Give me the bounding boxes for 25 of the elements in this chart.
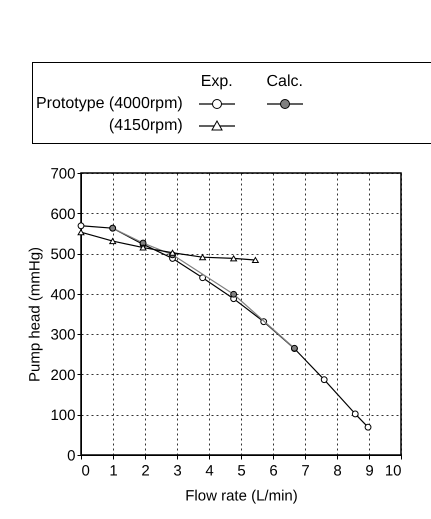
- x-tick-label: 8: [333, 462, 342, 480]
- x-tick-label: 7: [301, 462, 310, 480]
- x-tick-label: 5: [237, 462, 246, 480]
- y-tick-label: 600: [50, 206, 76, 223]
- legend-label: Prototype (4000rpm): [36, 94, 183, 114]
- x-tick-label: 10: [384, 462, 402, 480]
- x-tick-label: 6: [269, 462, 278, 480]
- y-tick-label: 200: [50, 366, 76, 384]
- x-tick-label: 4: [205, 462, 214, 480]
- x-tick-label: 0: [82, 462, 90, 480]
- x-axis-title: Flow rate (L/min): [185, 488, 298, 504]
- y-tick-label: 0: [67, 448, 76, 464]
- legend-label: (4150rpm): [108, 116, 183, 136]
- text: Exp.: [200, 72, 234, 92]
- y-tick-label: 100: [50, 407, 76, 424]
- text: Calc.: [266, 72, 304, 92]
- y-tick-label: 400: [50, 286, 76, 304]
- x-tick-label: 1: [109, 462, 118, 480]
- x-tick-label: 3: [173, 462, 182, 480]
- y-tick-label: 300: [50, 326, 76, 344]
- y-tick-label: 500: [50, 246, 76, 264]
- y-axis-title: Pump head (mmHg): [26, 246, 44, 382]
- x-tick-label: 2: [141, 462, 150, 480]
- y-tick-label: 700: [50, 166, 76, 182]
- x-tick-label: 9: [365, 462, 374, 480]
